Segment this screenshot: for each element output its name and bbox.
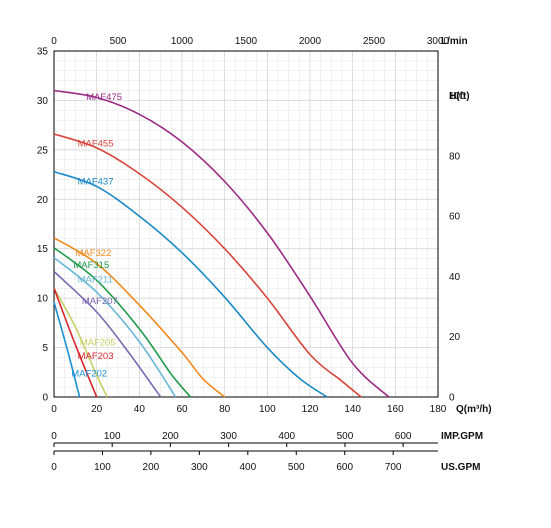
imp-tick-label: 600: [395, 431, 412, 442]
y-tick-label: 15: [37, 244, 49, 255]
curve-label-maf211: MAF211: [78, 274, 113, 285]
curves: [53, 89, 390, 398]
us-tick-label: 200: [143, 462, 160, 473]
curve-maf211: [53, 256, 177, 398]
y-tick-label: 25: [37, 145, 49, 156]
curve-maf203: [53, 288, 98, 398]
right-tick-label: 0: [449, 393, 455, 404]
us-tick-label: 400: [239, 462, 256, 473]
curve-maf205: [53, 287, 109, 398]
right-axis-label: H(ft): [449, 91, 470, 102]
us-axis-label: US.GPM: [441, 462, 480, 473]
curve-maf202: [53, 301, 81, 398]
right-tick-label: 40: [449, 272, 461, 283]
curve-maf207: [53, 270, 162, 398]
curve-label-maf202: MAF202: [71, 368, 107, 379]
top-tick-label: 500: [110, 36, 127, 47]
curve-maf322: [53, 237, 226, 398]
imp-axis-label: IMP.GPM: [441, 431, 483, 442]
imp-tick-label: 0: [51, 431, 57, 442]
us-tick-label: 600: [336, 462, 353, 473]
curve-label-maf203: MAF203: [78, 351, 114, 362]
y-tick-label: 10: [37, 294, 49, 305]
top-tick-label: 1000: [171, 36, 194, 47]
us-tick-label: 0: [51, 462, 57, 473]
x-axis-label: Q(m³/h): [456, 404, 492, 415]
curve-maf475: [53, 89, 390, 398]
imp-tick-label: 400: [278, 431, 295, 442]
top-tick-label: 2500: [363, 36, 386, 47]
imp-tick-label: 100: [104, 431, 121, 442]
us-tick-label: 500: [288, 462, 305, 473]
y-tick-label: 20: [37, 195, 49, 206]
top-tick-label: 3000: [427, 36, 450, 47]
right-tick-label: 60: [449, 212, 461, 223]
plot-frame: [53, 50, 439, 398]
x-tick-label: 140: [344, 404, 361, 415]
x-tick-label: 120: [302, 404, 319, 415]
imp-tick-label: 200: [162, 431, 179, 442]
y-tick-label: 35: [37, 47, 49, 58]
top-axis-label: L/min: [441, 36, 468, 47]
y-tick-label: 0: [42, 393, 48, 404]
curve-maf315: [53, 247, 192, 398]
x-tick-label: 160: [387, 404, 404, 415]
x-tick-label: 40: [134, 404, 146, 415]
curve-label-maf475: MAF475: [86, 92, 122, 103]
x-tick-label: 180: [430, 404, 447, 415]
x-tick-label: 100: [259, 404, 276, 415]
top-tick-label: 1500: [235, 36, 258, 47]
us-tick-label: 100: [94, 462, 111, 473]
x-tick-label: 20: [91, 404, 103, 415]
x-tick-label: 80: [219, 404, 231, 415]
curve-maf437: [53, 170, 328, 398]
right-tick-label: 100: [449, 91, 466, 102]
curve-label-maf455: MAF455: [78, 138, 114, 149]
right-tick-label: 20: [449, 332, 461, 343]
curve-label-maf437: MAF437: [78, 177, 114, 188]
curve-maf455: [53, 133, 362, 398]
imp-tick-label: 500: [337, 431, 354, 442]
y-tick-label: 30: [37, 96, 49, 107]
right-tick-label: 80: [449, 151, 461, 162]
imp-tick-label: 300: [220, 431, 237, 442]
curve-label-maf322: MAF322: [75, 248, 111, 259]
curve-label-maf207: MAF207: [82, 296, 118, 307]
y-tick-label: 5: [42, 343, 48, 354]
us-tick-label: 300: [191, 462, 208, 473]
x-tick-label: 60: [176, 404, 188, 415]
curve-label-maf205: MAF205: [80, 337, 116, 348]
x-tick-label: 0: [51, 404, 57, 415]
us-tick-label: 700: [385, 462, 402, 473]
top-tick-label: 0: [51, 36, 57, 47]
top-tick-label: 2000: [299, 36, 322, 47]
curve-label-maf315: MAF315: [73, 260, 109, 271]
